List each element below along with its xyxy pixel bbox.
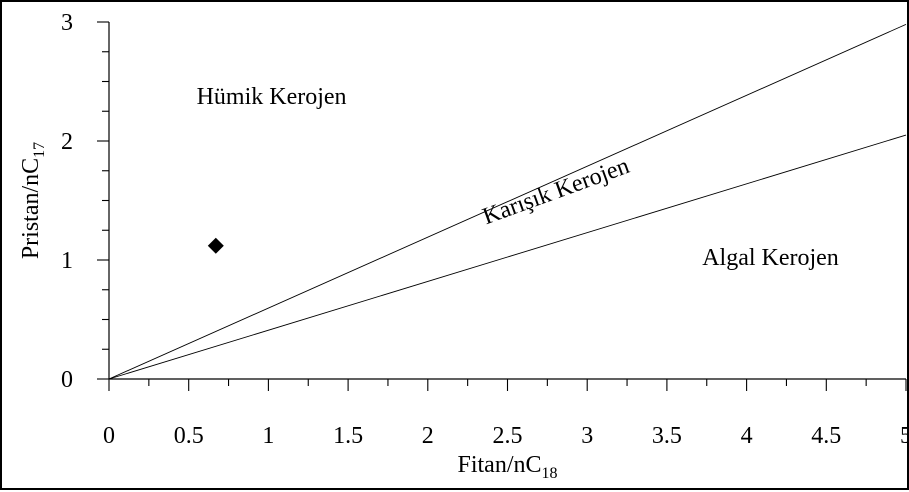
x-axis-title-sub: 18 — [542, 465, 558, 482]
x-tick-label: 4 — [741, 423, 753, 449]
x-tick-label: 1 — [262, 423, 274, 449]
region-label: Karışık Kerojen — [479, 153, 633, 230]
x-tick-label: 3 — [581, 423, 593, 449]
region-labels: Hümik Kerojen Karışık Kerojen Algal Keroje… — [197, 84, 839, 271]
data-points — [207, 237, 224, 254]
y-tick-label: 1 — [61, 248, 73, 274]
y-axis-title-main: Pristan/nC — [18, 158, 44, 259]
y-axis-title-sub: 17 — [31, 142, 48, 158]
region-label: Algal Kerojen — [702, 245, 839, 271]
data-point-diamond — [207, 237, 224, 254]
x-tick-label: 4.5 — [811, 423, 841, 449]
y-tick-label: 2 — [61, 129, 73, 155]
boundary-line — [108, 134, 907, 380]
x-tick-label: 1.5 — [333, 423, 363, 449]
x-axis-title: Fitan/nC18 — [457, 452, 557, 482]
boundary-line — [108, 23, 907, 380]
y-axis-title: Pristan/nC17 — [18, 142, 48, 259]
y-tick-label: 0 — [61, 367, 73, 393]
x-tick-label: 0.5 — [174, 423, 204, 449]
ticks: 0 0.5 1 1.5 2 2.5 3 3.5 4 4.5 5 0 1 2 3 — [61, 10, 909, 449]
x-tick-label: 2.5 — [493, 423, 523, 449]
x-axis-title-main: Fitan/nC — [457, 452, 541, 478]
boundary-lines — [108, 23, 907, 380]
x-tick-label: 2 — [422, 423, 434, 449]
x-tick-label: 3.5 — [652, 423, 682, 449]
x-tick-label: 5 — [900, 423, 909, 449]
x-tick-label: 0 — [103, 423, 115, 449]
y-tick-label: 3 — [61, 10, 73, 36]
region-label: Hümik Kerojen — [197, 84, 347, 110]
